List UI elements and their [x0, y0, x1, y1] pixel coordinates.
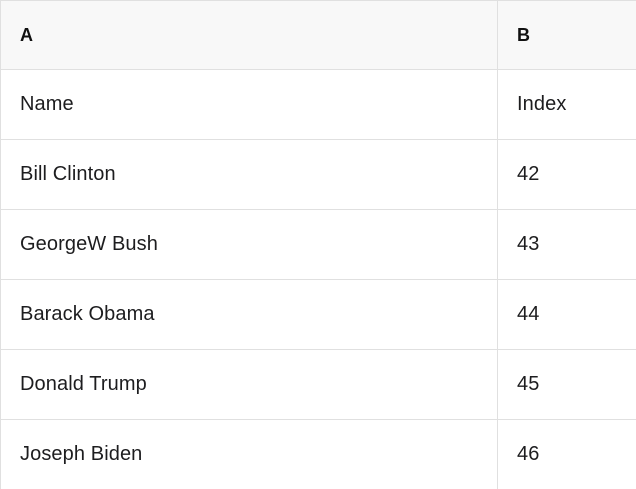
table-row: GeorgeW Bush 43: [1, 210, 636, 280]
cell-b4[interactable]: 44: [517, 303, 540, 325]
column-header-b[interactable]: B: [517, 24, 531, 45]
table-row: Barack Obama 44: [1, 280, 636, 350]
table-row: Joseph Biden 46: [1, 420, 636, 489]
table-row: Name Index: [1, 70, 636, 140]
cell-a3[interactable]: GeorgeW Bush: [1, 210, 498, 279]
table-row: Donald Trump 45: [1, 350, 636, 420]
column-header-row: A B: [1, 1, 636, 70]
table-row: Bill Clinton 42: [1, 140, 636, 210]
cell-a6[interactable]: Joseph Biden: [1, 420, 498, 489]
cell-b6[interactable]: 46: [517, 443, 540, 465]
cell-b3[interactable]: 43: [517, 233, 540, 255]
cell-b1[interactable]: Index: [517, 93, 567, 115]
cell-a2[interactable]: Bill Clinton: [1, 140, 498, 209]
column-header-a[interactable]: A: [1, 1, 498, 69]
cell-b2[interactable]: 42: [517, 163, 540, 185]
cell-a5[interactable]: Donald Trump: [1, 350, 498, 419]
cell-b5[interactable]: 45: [517, 373, 540, 395]
cell-a1[interactable]: Name: [1, 70, 498, 139]
cell-a4[interactable]: Barack Obama: [1, 280, 498, 349]
